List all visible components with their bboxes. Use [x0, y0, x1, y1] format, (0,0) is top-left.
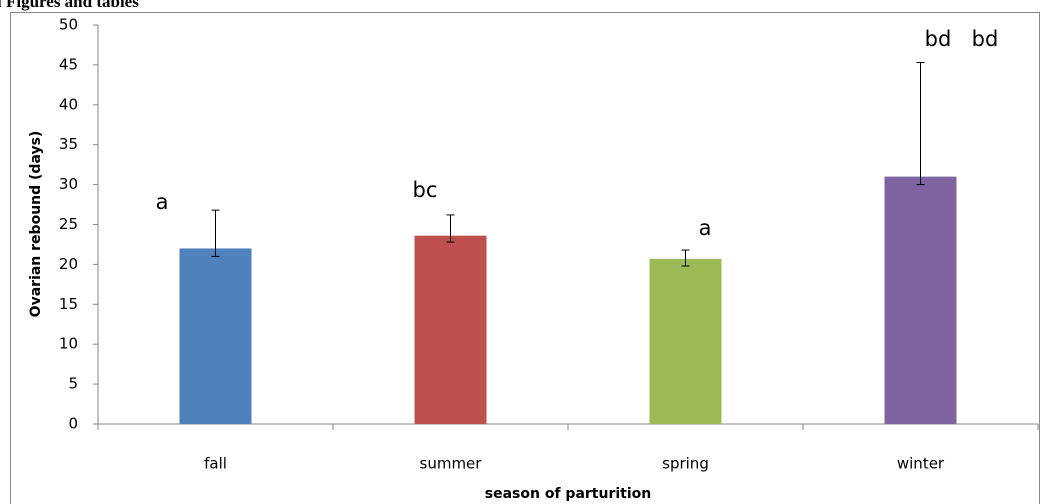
x-axis-label: season of parturition	[485, 486, 651, 502]
y-tick-label: 10	[59, 335, 78, 353]
y-tick-label: 5	[68, 375, 78, 393]
bar	[649, 258, 722, 424]
y-axis-label: Ovarian rebound (days)	[28, 131, 44, 318]
y-tick-label: 20	[59, 255, 78, 273]
y-tick-label: 30	[59, 175, 78, 193]
x-tick-label: spring	[662, 455, 709, 473]
heading: l Figures and tables	[0, 0, 139, 11]
y-tick-label: 15	[59, 295, 78, 313]
x-tick-label: winter	[897, 455, 945, 473]
x-tick-label: fall	[204, 455, 227, 473]
significance-letter: bd	[972, 27, 999, 51]
y-tick-label: 35	[59, 135, 78, 153]
bar	[884, 176, 957, 424]
y-tick-label: 45	[59, 55, 78, 73]
x-tick-label: summer	[420, 455, 483, 473]
significance-letter: bc	[413, 178, 438, 202]
significance-letter: bd	[925, 27, 952, 51]
bar	[414, 235, 487, 424]
y-tick-label: 40	[59, 95, 78, 113]
bar	[179, 248, 252, 424]
significance-letter: a	[156, 190, 169, 214]
heading-bg	[0, 0, 300, 12]
y-tick-label: 0	[68, 415, 78, 433]
y-tick-label: 25	[59, 215, 78, 233]
significance-letter: a	[699, 216, 712, 240]
chart-frame	[10, 12, 1040, 504]
y-tick-label: 50	[59, 16, 78, 34]
